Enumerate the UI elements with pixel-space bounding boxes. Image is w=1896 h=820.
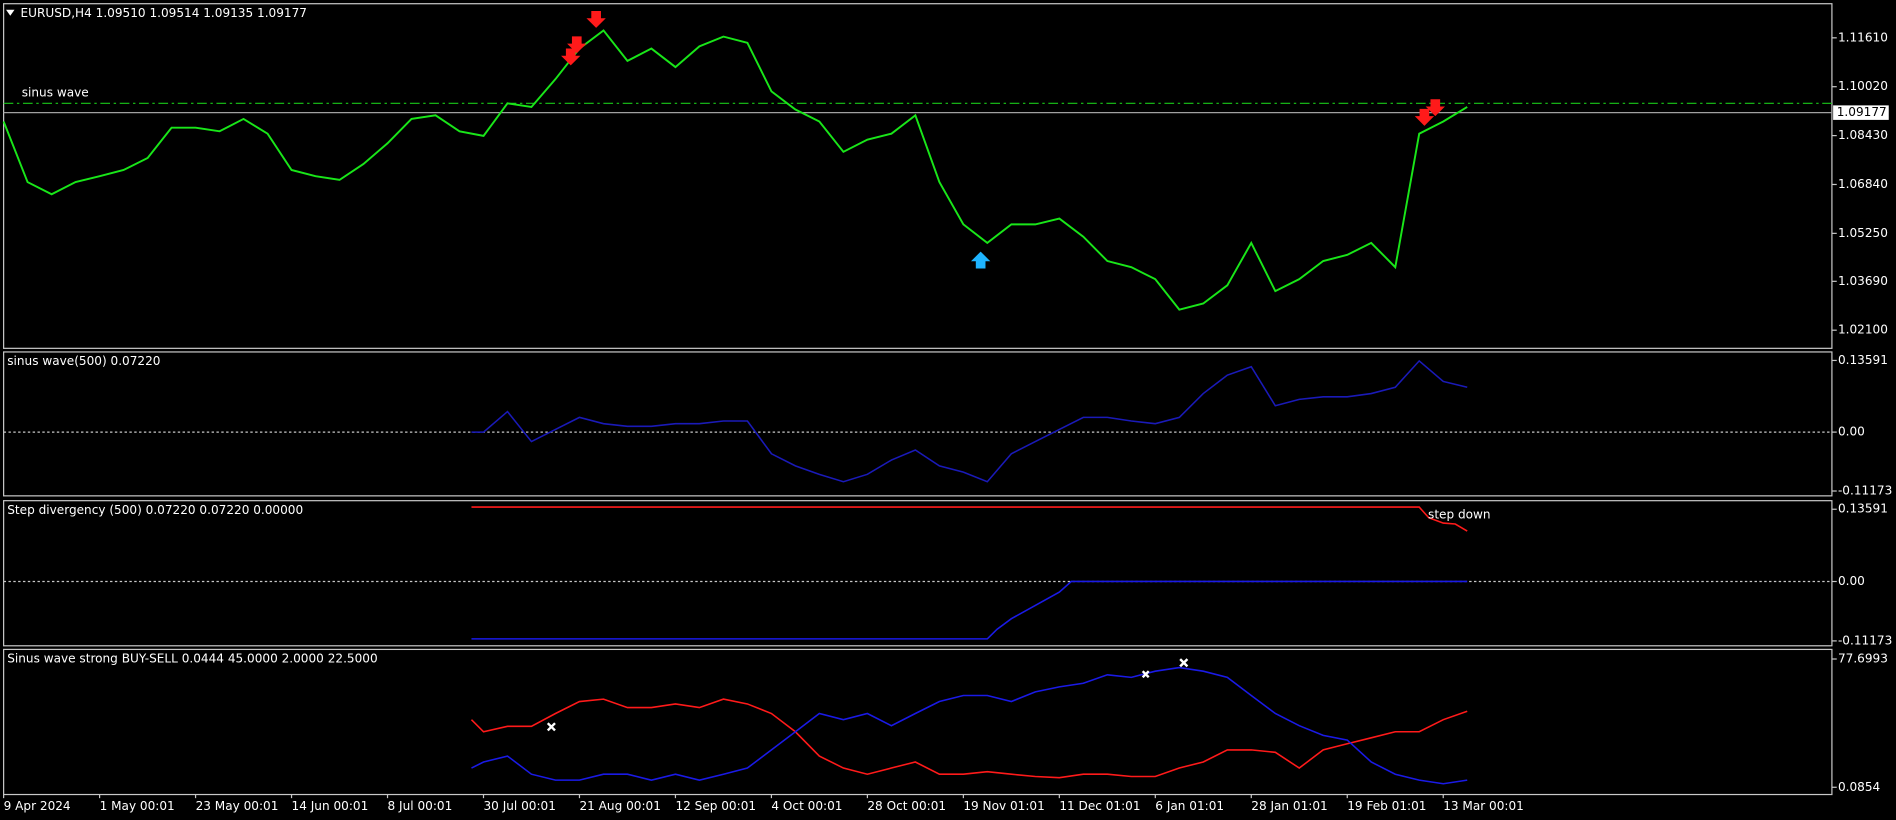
x-tick-label: 19 Nov 01:01 (963, 799, 1044, 813)
annotation: sinus wave (22, 86, 89, 100)
cross-markers (546, 658, 1189, 732)
x-tick-label: 14 Jun 00:01 (292, 799, 369, 813)
chart-layer: EURUSD,H4 1.09510 1.09514 1.09135 1.0917… (2, 3, 1892, 813)
panel-frame (3, 351, 1833, 497)
y-tick-label: 0.00 (1838, 574, 1865, 588)
x-tick-label: 4 Oct 00:01 (771, 799, 842, 813)
sell-arrow (586, 10, 606, 28)
y-tick-label: 0.00 (1838, 425, 1865, 439)
cross (546, 722, 556, 732)
x-tick-label: 21 Aug 00:01 (579, 799, 660, 813)
x-tick-label: 28 Jan 01:01 (1251, 799, 1327, 813)
x-tick-label: 30 Jul 00:01 (483, 799, 555, 813)
x-tick-label: 28 Oct 00:01 (867, 799, 946, 813)
panel-title: Step divergency (500) 0.07220 0.07220 0.… (7, 503, 303, 517)
price-label: 1.09177 (1837, 105, 1887, 119)
panel-frame (3, 648, 1833, 796)
x-tick-label: 6 Jan 01:01 (1155, 799, 1224, 813)
x-tick-label: 12 Sep 00:01 (675, 799, 756, 813)
y-tick-label: 77.6993 (1838, 652, 1888, 666)
cross (1179, 658, 1189, 668)
x-tick-label: 1 May 00:01 (100, 799, 175, 813)
series-line (471, 666, 1468, 785)
y-tick-label: 1.02100 (1838, 323, 1888, 337)
panel-frame (3, 3, 1833, 349)
y-tick-label: 0.13591 (1838, 353, 1888, 367)
x-tick-label: 19 Feb 01:01 (1347, 799, 1426, 813)
x-tick-label: 8 Jul 00:01 (388, 799, 453, 813)
panel-title: sinus wave(500) 0.07220 (7, 354, 160, 368)
panel-title: EURUSD,H4 1.09510 1.09514 1.09135 1.0917… (21, 6, 307, 20)
cross (1141, 670, 1150, 679)
y-tick-label: 1.08430 (1838, 128, 1888, 142)
y-tick-label: 1.11610 (1838, 30, 1888, 44)
series-line (2, 29, 1468, 311)
x-tick-label: 11 Dec 01:01 (1059, 799, 1140, 813)
y-tick-label: -0.11173 (1838, 484, 1892, 498)
sell-arrow (1425, 99, 1445, 117)
y-tick-label: 0.0854 (1838, 780, 1880, 794)
panel-title: Sinus wave strong BUY-SELL 0.0444 45.000… (7, 652, 377, 666)
annotation: step down (1428, 508, 1491, 522)
x-tick-label: 13 Mar 00:01 (1443, 799, 1524, 813)
x-tick-label: 9 Apr 2024 (4, 799, 71, 813)
sell-arrow (561, 48, 581, 66)
y-tick-label: 1.03690 (1838, 274, 1888, 288)
x-tick-label: 23 May 00:01 (196, 799, 279, 813)
series-line (471, 359, 1468, 483)
y-tick-label: 0.13591 (1838, 502, 1888, 516)
series-line (471, 580, 1468, 640)
y-tick-label: -0.11173 (1838, 633, 1892, 647)
y-tick-label: 1.05250 (1838, 226, 1888, 240)
y-tick-label: 1.10020 (1838, 79, 1888, 93)
menu-triangle (6, 9, 15, 16)
panel-frame (3, 500, 1833, 647)
price-box (1833, 105, 1889, 120)
series-line (471, 506, 1468, 532)
buy-arrow (970, 251, 991, 269)
series-line (470, 698, 1468, 779)
y-tick-label: 1.06840 (1838, 177, 1888, 191)
